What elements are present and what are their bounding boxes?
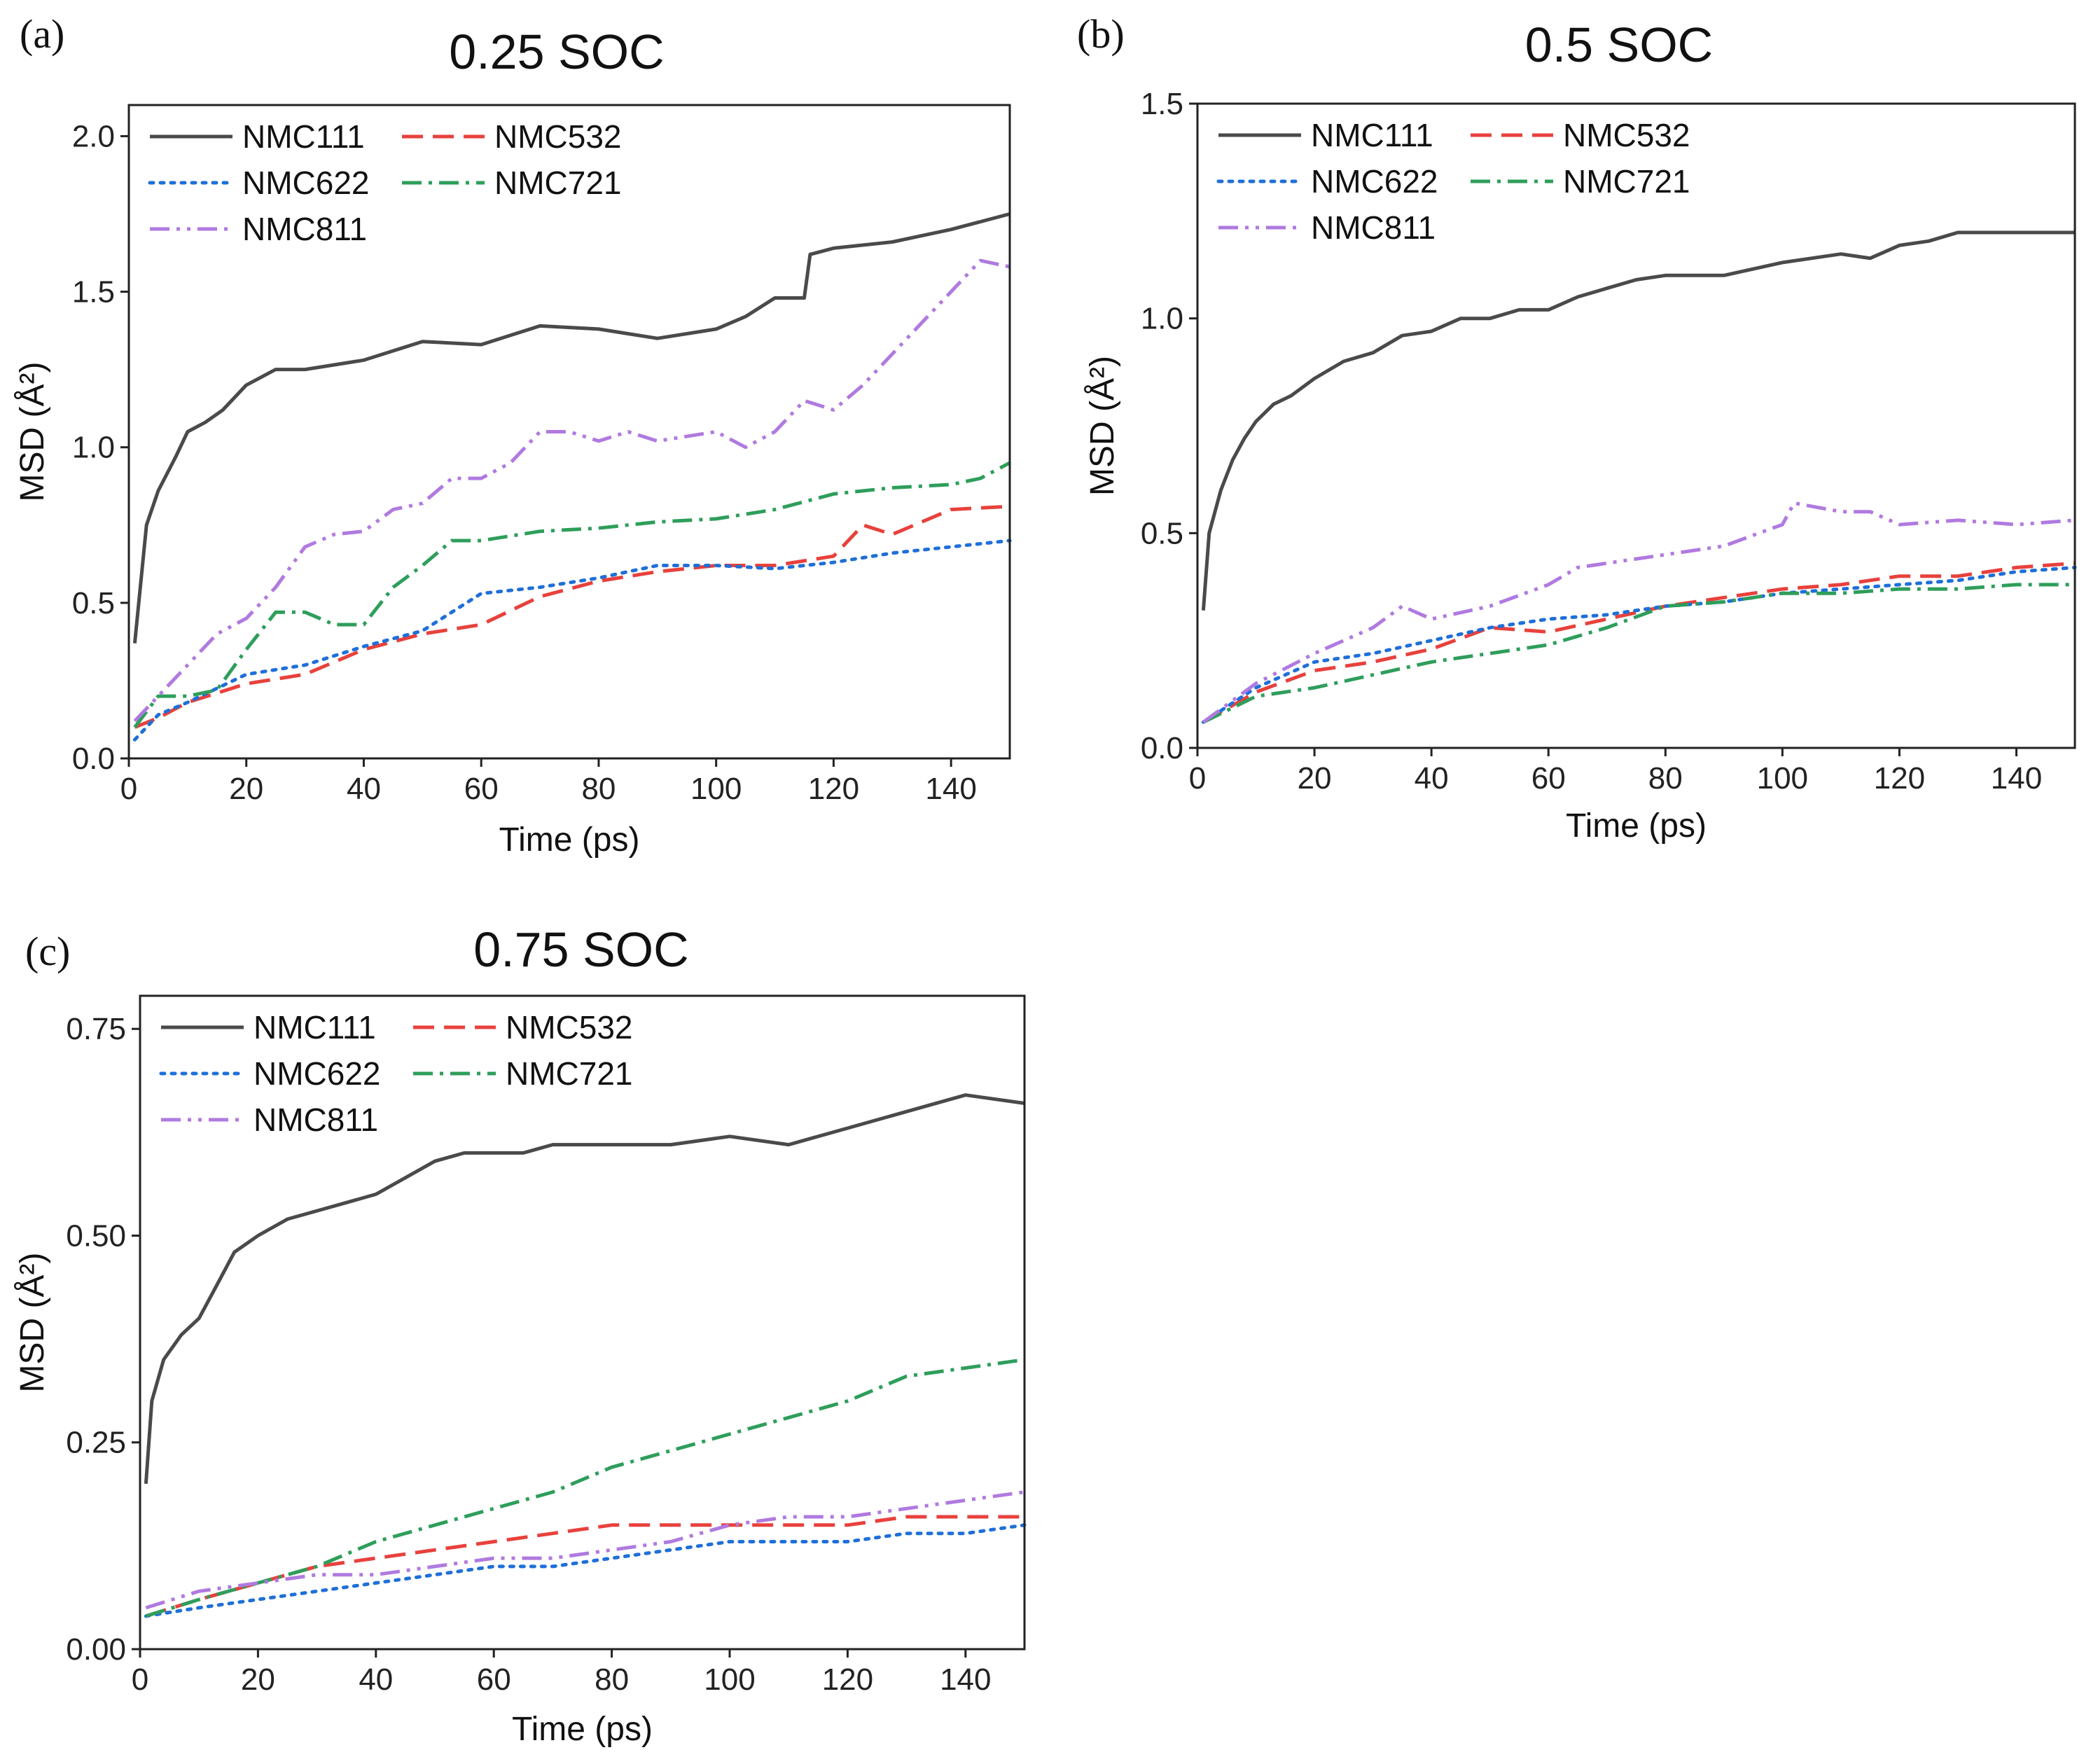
x-tick-label: 140 xyxy=(940,1662,991,1697)
legend-label-nmc532-c: NMC532 xyxy=(506,1009,633,1046)
x-axis-title-b: Time (ps) xyxy=(1566,807,1707,845)
x-tick-label: 0 xyxy=(132,1662,148,1697)
x-tick-label: 20 xyxy=(1298,761,1332,796)
series-line-nmc811-a xyxy=(133,258,1010,723)
x-tick-label: 140 xyxy=(925,772,976,806)
legend-label-nmc532-a: NMC532 xyxy=(494,118,622,155)
legend-label-nmc721-a: NMC721 xyxy=(494,165,622,201)
y-tick-label: 0.0 xyxy=(1141,731,1183,765)
y-tick-label: 1.5 xyxy=(72,275,115,310)
plot-frame-c xyxy=(139,994,1026,1651)
plot-frame-a xyxy=(127,104,1011,760)
series-line-nmc622-c xyxy=(144,1523,1027,1618)
x-tick-label: 80 xyxy=(581,772,616,806)
series-line-nmc811-b xyxy=(1202,501,2076,724)
x-tick-label: 40 xyxy=(1415,761,1449,796)
y-tick-label: 0.5 xyxy=(1141,516,1183,550)
series-line-nmc721-a xyxy=(133,461,1011,729)
y-axis-title-a: MSD (Å²) xyxy=(14,362,51,502)
y-tick-label: 1.0 xyxy=(72,431,115,465)
y-axis-title-b: MSD (Å²) xyxy=(1084,356,1121,496)
chart-b: 0 20 40 60 80 100 120 140 0.0 0.5 1.0 1.5 Time (ps) M… xyxy=(1084,87,2077,845)
series-line-nmc721-c xyxy=(145,1358,1025,1618)
plot-frame-b xyxy=(1196,102,2076,749)
x-tick-label: 140 xyxy=(1991,761,2042,796)
legend-label-nmc811-a: NMC811 xyxy=(242,211,367,247)
x-tick-label: 20 xyxy=(229,772,263,806)
y-tick-label: 0.0 xyxy=(72,742,115,776)
series-line-nmc622-a xyxy=(132,539,1012,742)
legend-label-nmc811-b: NMC811 xyxy=(1311,209,1436,246)
legend-label-nmc721-c: NMC721 xyxy=(506,1055,633,1092)
legend-label-nmc622-b: NMC622 xyxy=(1311,163,1438,200)
x-axis-title-a: Time (ps) xyxy=(499,821,640,859)
x-tick-label: 80 xyxy=(1648,761,1683,796)
chart-c: 0 20 40 60 80 100 120 140 0.00 0.25 0.50 0.75 Time (… xyxy=(14,994,1027,1748)
legend-label-nmc811-c: NMC811 xyxy=(253,1102,378,1138)
x-tick-label: 120 xyxy=(1874,761,1925,796)
legend-label-nmc532-b: NMC532 xyxy=(1563,117,1690,153)
y-tick-label: 0.50 xyxy=(66,1218,126,1253)
x-tick-label: 120 xyxy=(822,1662,873,1697)
panel-label-c: (c) xyxy=(25,929,70,974)
y-tick-label: 0.25 xyxy=(66,1426,126,1460)
panel-label-b: (b) xyxy=(1077,11,1125,57)
series-line-nmc622-b xyxy=(1201,565,2077,724)
x-tick-label: 60 xyxy=(1531,761,1566,796)
series-line-nmc811-c xyxy=(145,1490,1025,1610)
series-line-nmc111-b xyxy=(1201,230,2075,611)
x-tick-label: 100 xyxy=(704,1662,755,1697)
y-axis-title-c: MSD (Å²) xyxy=(14,1253,51,1393)
chart-title-b: 0.5 SOC xyxy=(1525,18,1713,72)
chart-title-a: 0.25 SOC xyxy=(449,25,664,79)
y-tick-label: 0.5 xyxy=(72,586,115,620)
series-line-nmc111-c xyxy=(144,1093,1025,1484)
series-line-nmc532-c xyxy=(145,1515,1024,1618)
legend-label-nmc622-c: NMC622 xyxy=(253,1055,381,1092)
legend-label-nmc111-c: NMC111 xyxy=(253,1009,376,1046)
x-axis-title-c: Time (ps) xyxy=(512,1711,653,1748)
x-tick-label: 60 xyxy=(464,772,499,806)
chart-a: 0 20 40 60 80 100 120 140 0.0 0.5 1.0 1.5 2.0 Time (p… xyxy=(14,104,1012,859)
y-tick-label: 1.5 xyxy=(1141,87,1183,121)
x-tick-label: 80 xyxy=(595,1662,629,1697)
panel-label-a: (a) xyxy=(20,11,64,57)
y-tick-label: 1.0 xyxy=(1141,302,1183,336)
x-tick-label: 0 xyxy=(1189,761,1206,796)
legend-label-nmc111-a: NMC111 xyxy=(242,118,365,155)
x-tick-label: 100 xyxy=(1757,761,1808,796)
y-tick-label: 0.00 xyxy=(66,1632,126,1667)
x-tick-label: 0 xyxy=(120,772,137,806)
x-tick-label: 20 xyxy=(241,1662,275,1697)
series-line-nmc532-b xyxy=(1202,561,2076,724)
x-tick-label: 60 xyxy=(477,1662,511,1697)
y-tick-label: 2.0 xyxy=(72,119,115,153)
x-tick-label: 40 xyxy=(359,1662,393,1697)
x-tick-label: 120 xyxy=(808,772,859,806)
legend-label-nmc111-b: NMC111 xyxy=(1311,117,1433,153)
y-tick-label: 0.75 xyxy=(66,1012,126,1046)
series-line-nmc532-a xyxy=(134,504,1010,729)
x-tick-label: 100 xyxy=(690,772,742,806)
series-line-nmc721-b xyxy=(1202,583,2075,724)
legend-label-nmc721-b: NMC721 xyxy=(1563,163,1690,200)
x-tick-label: 40 xyxy=(347,772,381,806)
legend-label-nmc622-a: NMC622 xyxy=(242,165,370,201)
chart-title-c: 0.75 SOC xyxy=(473,922,688,977)
series-line-nmc111-a xyxy=(132,212,1010,644)
